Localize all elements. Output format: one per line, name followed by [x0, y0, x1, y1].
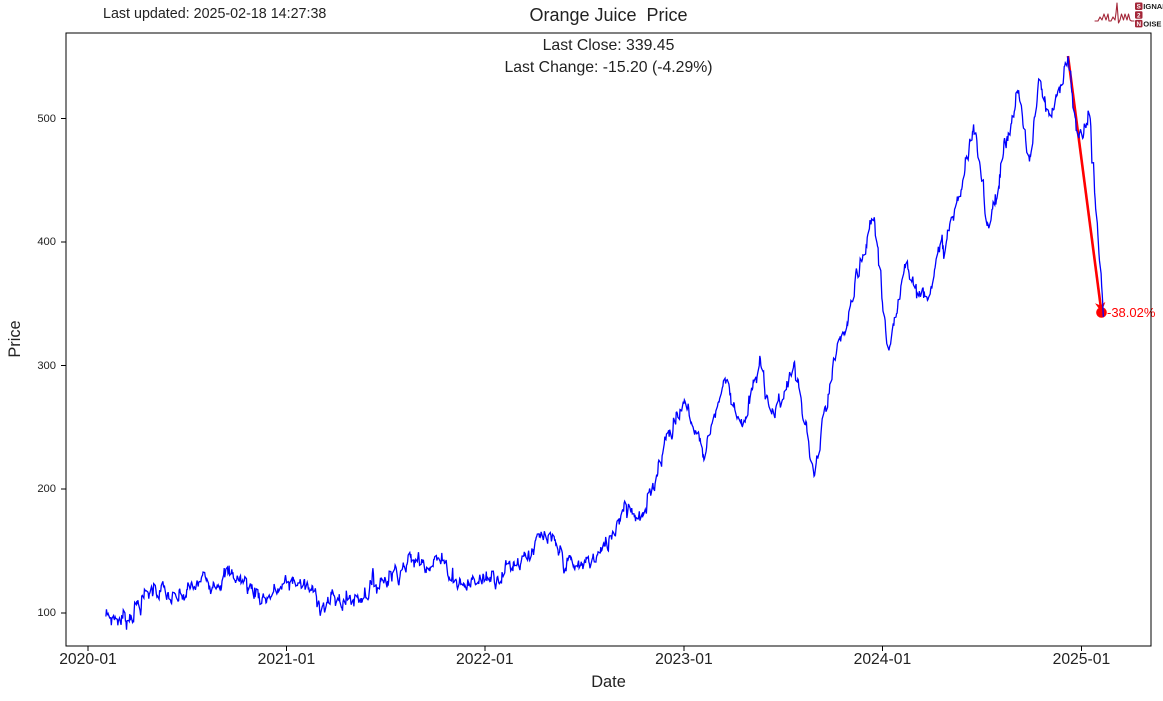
- svg-text:S: S: [1137, 4, 1141, 11]
- svg-text:2: 2: [1137, 12, 1141, 19]
- svg-text:N: N: [1136, 21, 1141, 28]
- svg-text:OISE: OISE: [1143, 20, 1161, 29]
- svg-text:IGNAL: IGNAL: [1143, 2, 1163, 11]
